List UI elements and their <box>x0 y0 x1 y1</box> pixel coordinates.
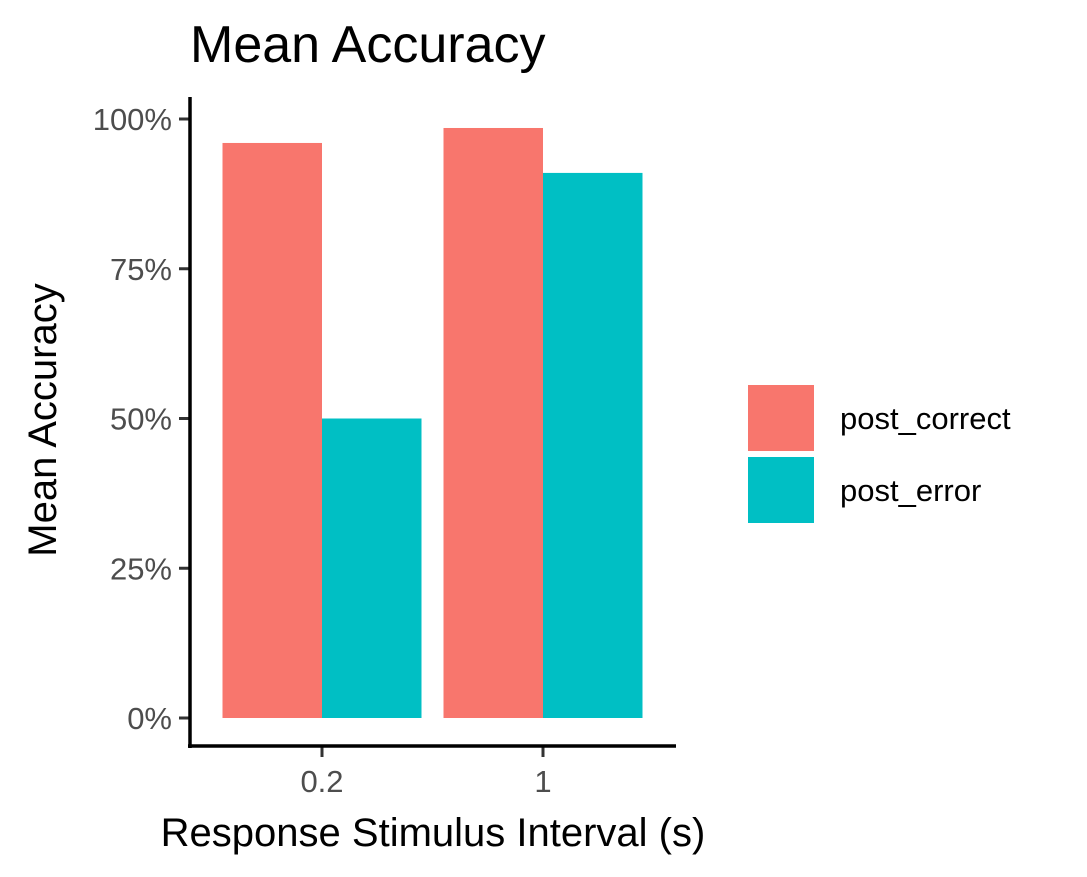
bar-post_correct-0.2 <box>222 142 322 718</box>
bar-post_error-0.2 <box>322 418 422 718</box>
y-tick-label: 25% <box>110 551 172 586</box>
y-tick-label: 100% <box>93 102 172 137</box>
y-axis-title: Mean Accuracy <box>21 283 65 556</box>
bar-post_error-1 <box>543 172 643 718</box>
legend-label-post_correct: post_correct <box>840 401 1011 436</box>
legend: post_correct post_error <box>748 385 1011 523</box>
legend-key-post_error <box>748 457 814 523</box>
bars-group <box>222 127 643 719</box>
bar-post_correct-1 <box>443 127 543 719</box>
x-tick-label: 0.2 <box>300 764 343 799</box>
x-tick-label: 1 <box>534 764 551 799</box>
legend-key-post_correct <box>748 385 814 451</box>
x-axis-ticks: 0.2 1 <box>300 746 552 799</box>
y-tick-label: 50% <box>110 402 172 437</box>
legend-label-post_error: post_error <box>840 473 981 508</box>
chart-title: Mean Accuracy <box>190 16 546 74</box>
y-axis-ticks: 0% 25% 50% 75% 100% <box>93 102 190 736</box>
y-tick-label: 0% <box>127 701 172 736</box>
x-axis-title: Response Stimulus Interval (s) <box>161 811 706 855</box>
y-tick-label: 75% <box>110 252 172 287</box>
